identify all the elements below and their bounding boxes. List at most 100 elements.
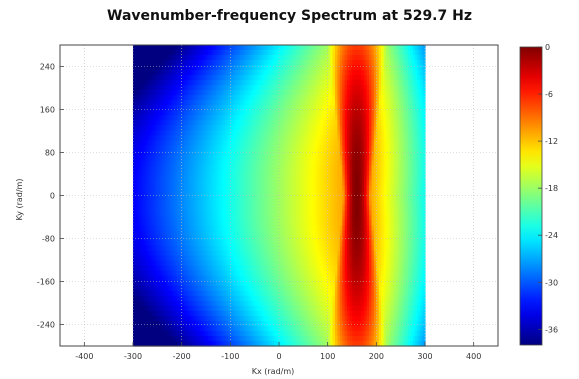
heatmap-cell <box>191 70 195 76</box>
heatmap-cell <box>395 65 399 71</box>
heatmap-cell <box>140 180 144 187</box>
heatmap-cell <box>164 215 168 222</box>
heatmap-cell <box>322 65 326 71</box>
heatmap-cell <box>176 140 180 146</box>
heatmap-cell <box>230 70 234 76</box>
heatmap-cell <box>261 215 265 222</box>
heatmap-cell <box>300 230 304 237</box>
heatmap-cell <box>313 45 317 51</box>
heatmap-cell <box>390 155 394 161</box>
heatmap-cell <box>145 115 149 121</box>
heatmap-cell <box>227 210 231 217</box>
heatmap-cell <box>332 190 336 197</box>
heatmap-cell <box>184 180 188 187</box>
heatmap-cell <box>388 150 392 156</box>
heatmap-cell <box>420 145 424 151</box>
heatmap-cell <box>162 150 166 156</box>
heatmap-cell <box>388 100 392 106</box>
heatmap-cell <box>218 210 222 217</box>
heatmap-cell <box>300 120 304 126</box>
heatmap-cell <box>150 230 154 237</box>
heatmap-cell <box>376 205 380 212</box>
heatmap-cell <box>176 105 180 111</box>
heatmap-cell <box>150 65 154 71</box>
heatmap-cell <box>305 170 309 177</box>
heatmap-cell <box>198 105 202 111</box>
heatmap-cell <box>201 100 205 106</box>
heatmap-cell <box>310 115 314 121</box>
heatmap-cell <box>342 225 346 232</box>
heatmap-cell <box>342 200 346 207</box>
heatmap-cell <box>179 135 183 141</box>
heatmap-cell <box>417 245 421 252</box>
heatmap-cell <box>242 50 246 56</box>
heatmap-cell <box>271 205 275 212</box>
heatmap-cell <box>274 210 278 217</box>
heatmap-cell <box>320 155 324 161</box>
heatmap-cell <box>169 185 173 192</box>
heatmap-cell <box>303 85 307 91</box>
heatmap-cell <box>230 135 234 141</box>
heatmap-cell <box>179 205 183 212</box>
heatmap-cell <box>386 80 390 86</box>
heatmap-cell <box>373 230 377 237</box>
heatmap-cell <box>327 100 331 106</box>
heatmap-cell <box>366 205 370 212</box>
heatmap-cell <box>271 190 275 197</box>
heatmap-cell <box>247 205 251 212</box>
heatmap-cell <box>259 90 263 96</box>
heatmap-cell <box>264 75 268 81</box>
heatmap-cell <box>376 60 380 66</box>
heatmap-cell <box>376 135 380 141</box>
heatmap-cell <box>152 130 156 136</box>
heatmap-cell <box>344 55 348 61</box>
heatmap-cell <box>373 225 377 232</box>
heatmap-cell <box>244 195 248 202</box>
heatmap-cell <box>188 50 192 56</box>
heatmap-cell <box>261 85 265 91</box>
heatmap-cell <box>344 190 348 197</box>
heatmap-cell <box>218 75 222 81</box>
heatmap-cell <box>383 220 387 227</box>
heatmap-cell <box>169 125 173 131</box>
heatmap-cell <box>257 155 261 161</box>
heatmap-cell <box>325 65 329 71</box>
heatmap-cell <box>157 75 161 81</box>
heatmap-cell <box>354 205 358 212</box>
heatmap-cell <box>422 155 426 161</box>
heatmap-cell <box>373 170 377 177</box>
heatmap-cell <box>303 135 307 141</box>
heatmap-cell <box>169 85 173 91</box>
heatmap-cell <box>373 205 377 212</box>
heatmap-cell <box>407 205 411 212</box>
heatmap-cell <box>291 80 295 86</box>
heatmap-cell <box>186 75 190 81</box>
heatmap-cell <box>308 125 312 131</box>
heatmap-cell <box>230 250 234 257</box>
heatmap-cell <box>386 60 390 66</box>
heatmap-cell <box>230 120 234 126</box>
heatmap-cell <box>415 95 419 101</box>
heatmap-cell <box>398 220 402 227</box>
heatmap-cell <box>237 245 241 252</box>
heatmap-cell <box>313 195 317 202</box>
heatmap-cell <box>317 165 321 172</box>
heatmap-cell <box>300 240 304 247</box>
heatmap-cell <box>244 55 248 61</box>
heatmap-cell <box>386 115 390 121</box>
heatmap-cell <box>395 140 399 146</box>
heatmap-cell <box>249 95 253 101</box>
heatmap-cell <box>325 195 329 202</box>
heatmap-cell <box>356 95 360 101</box>
heatmap-cell <box>325 45 329 51</box>
heatmap-cell <box>315 135 319 141</box>
heatmap-cell <box>174 45 178 51</box>
heatmap-cell <box>386 55 390 61</box>
heatmap-cell <box>376 100 380 106</box>
heatmap-cell <box>220 80 224 86</box>
heatmap-cell <box>283 130 287 136</box>
heatmap-cell <box>184 55 188 61</box>
heatmap-cell <box>157 65 161 71</box>
heatmap-cell <box>176 150 180 156</box>
heatmap-cell <box>315 150 319 156</box>
